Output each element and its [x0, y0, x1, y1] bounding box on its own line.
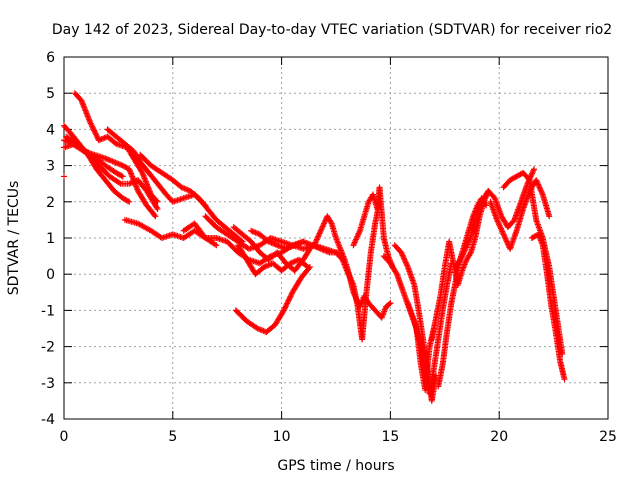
data-point [91, 128, 98, 135]
data-point [282, 304, 289, 311]
y-tick-label: 2 [46, 195, 55, 211]
data-point [281, 306, 288, 313]
data-point [90, 126, 97, 133]
y-tick-label: -3 [41, 376, 55, 392]
y-tick-label: 0 [46, 267, 55, 283]
y-tick-label: 5 [46, 86, 55, 102]
data-point [387, 300, 394, 307]
y-tick-labels: -4 -3 -2 -1 0 1 2 3 4 5 6 [41, 50, 55, 428]
data-point [483, 202, 490, 209]
y-tick-label: 3 [46, 159, 55, 175]
x-tick-label: 25 [599, 429, 617, 445]
x-tick-label: 5 [168, 429, 177, 445]
data-point [393, 269, 400, 276]
data-point [280, 307, 287, 314]
series-arc-11 [230, 224, 316, 274]
series-arc-16 [333, 198, 383, 343]
data-point [151, 212, 158, 219]
data-point [284, 299, 291, 306]
data-point [138, 168, 145, 175]
data-point [124, 198, 131, 205]
data-point [87, 119, 94, 126]
data-point [88, 121, 95, 128]
data-point [287, 293, 294, 300]
series-arc-5 [63, 133, 161, 213]
series-arc-26 [528, 231, 568, 383]
data-point [561, 376, 568, 383]
data-point [93, 133, 100, 140]
data-point [126, 198, 133, 205]
data-point [211, 241, 218, 248]
series-arc-20 [404, 260, 455, 397]
data-point [119, 173, 126, 180]
data-point [386, 301, 393, 308]
series-arc-23 [452, 166, 538, 270]
y-tick-label: -2 [41, 340, 55, 356]
data-point [89, 123, 96, 130]
data-point [546, 213, 553, 220]
data-point [213, 242, 220, 249]
data-point [152, 213, 159, 220]
series-arc-8 [121, 216, 220, 249]
y-tick-label: -1 [41, 303, 55, 319]
y-tick-label: 4 [46, 122, 55, 138]
data-series [61, 90, 568, 404]
x-tick-label: 0 [60, 429, 69, 445]
y-tick-label: 1 [46, 231, 55, 247]
data-point [91, 127, 98, 134]
data-point [285, 297, 292, 304]
y-tick-label: -4 [41, 412, 55, 428]
x-tick-label: 15 [381, 429, 399, 445]
data-point [61, 173, 67, 180]
data-point [92, 130, 99, 137]
series-arc-1 [71, 90, 161, 205]
data-point [288, 292, 295, 299]
x-axis-label: GPS time / hours [277, 458, 394, 474]
y-tick-label: 6 [46, 50, 55, 66]
data-point [286, 296, 293, 303]
data-point [116, 179, 123, 186]
x-tick-label: 20 [490, 429, 508, 445]
chart-title: Day 142 of 2023, Sidereal Day-to-day VTE… [52, 22, 612, 38]
axis-ticks [63, 56, 609, 420]
x-tick-label: 10 [273, 429, 291, 445]
data-point [283, 301, 290, 308]
data-point [305, 265, 312, 272]
series-arc-13 [232, 263, 313, 336]
data-point [286, 294, 293, 301]
x-tick-labels: 0 5 10 15 20 25 [60, 429, 617, 445]
series-arc-15 [311, 213, 394, 321]
data-point [118, 172, 125, 179]
data-point [89, 124, 96, 131]
series-arc-27 [61, 173, 67, 180]
data-point [93, 131, 100, 138]
data-point [531, 166, 538, 173]
data-point [525, 175, 532, 182]
data-point [284, 300, 291, 307]
series-arc-12 [235, 242, 311, 278]
grid-lines [64, 57, 608, 419]
data-point [306, 263, 313, 270]
data-point [87, 120, 94, 127]
data-point [282, 303, 289, 310]
data-point [154, 206, 161, 213]
data-point [153, 204, 160, 211]
y-axis-label: SDTVAR / TECUs [6, 181, 22, 296]
